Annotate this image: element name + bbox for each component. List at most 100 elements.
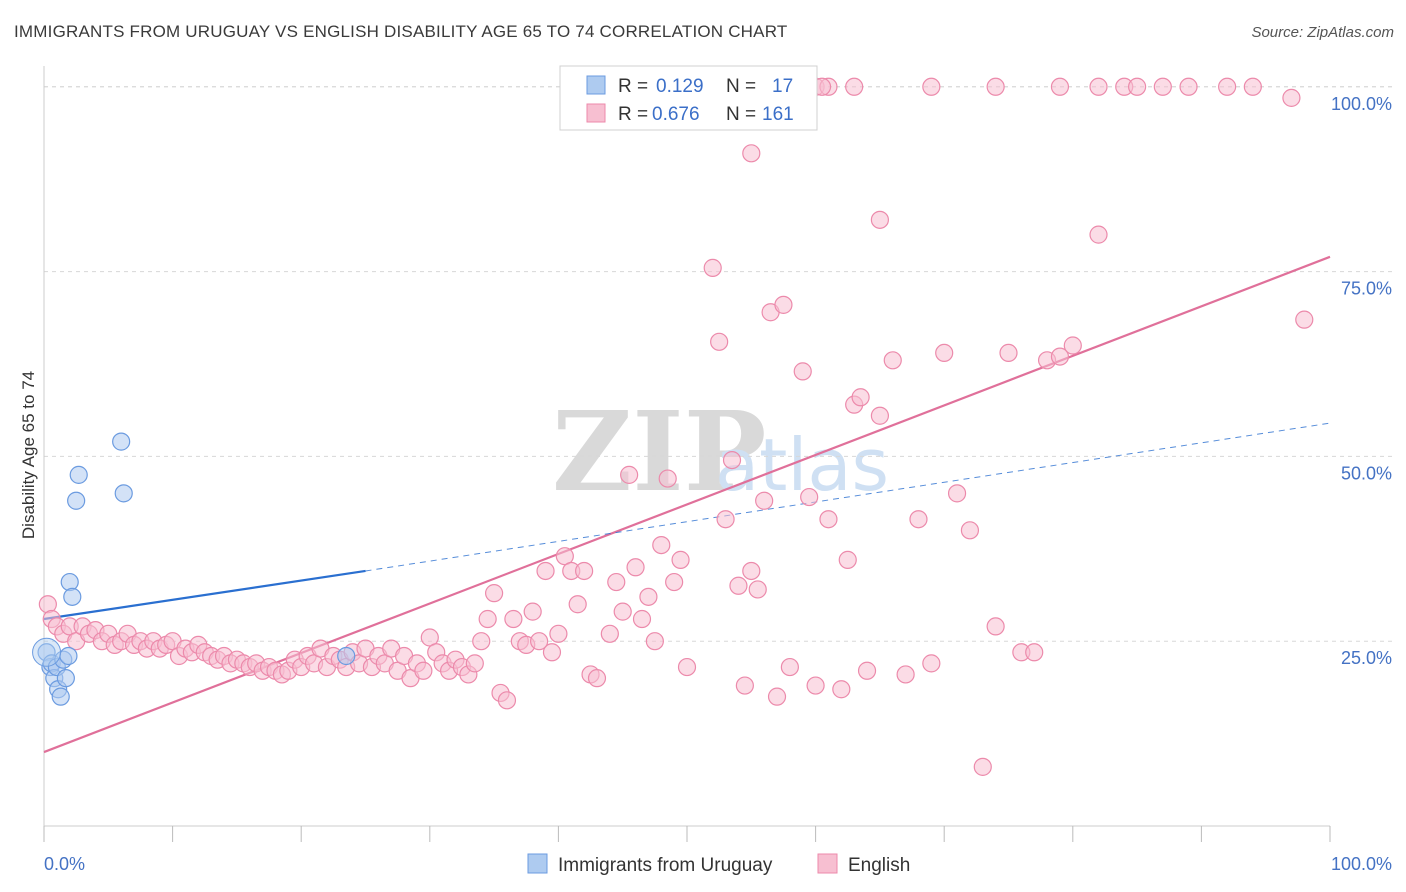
trend-lines bbox=[43, 255, 1331, 754]
point-english bbox=[986, 617, 1005, 636]
point-uruguay bbox=[63, 587, 82, 606]
point-english bbox=[922, 654, 941, 673]
point-english bbox=[523, 602, 542, 621]
y-tick-label: 25.0% bbox=[1341, 648, 1392, 668]
point-uruguay bbox=[112, 432, 131, 451]
point-english bbox=[504, 609, 523, 629]
point-english bbox=[947, 484, 967, 503]
point-uruguay bbox=[60, 572, 79, 592]
legend-r-value: 0.129 bbox=[656, 76, 704, 97]
y-tick-label: 100.0% bbox=[1331, 94, 1392, 114]
point-english bbox=[632, 609, 652, 629]
point-english bbox=[999, 343, 1018, 363]
point-uruguay bbox=[56, 669, 75, 688]
point-english bbox=[568, 595, 587, 614]
y-tick-label: 75.0% bbox=[1341, 279, 1392, 299]
point-english bbox=[1050, 77, 1070, 96]
point-english bbox=[845, 77, 864, 96]
point-english bbox=[909, 510, 928, 529]
bottom-legend-swatch-uruguay bbox=[527, 853, 548, 874]
point-english bbox=[626, 558, 645, 577]
point-english bbox=[620, 465, 639, 484]
trend-line-uruguay bbox=[43, 569, 366, 621]
bottom-legend-swatch-english bbox=[817, 853, 838, 874]
point-english bbox=[658, 469, 677, 488]
point-english bbox=[896, 665, 915, 684]
point-english bbox=[497, 691, 517, 710]
legend-swatch-english bbox=[586, 103, 606, 123]
point-uruguay bbox=[59, 646, 78, 666]
grid bbox=[44, 86, 1392, 642]
point-english bbox=[1089, 77, 1108, 96]
bottom-legend-label-english: English bbox=[848, 855, 910, 876]
point-english bbox=[986, 77, 1005, 96]
legend: R = 0.129 N = 17 R = 0.676 N = 161 bbox=[559, 65, 818, 131]
point-english bbox=[549, 624, 568, 643]
chart-title: IMMIGRANTS FROM URUGUAY VS ENGLISH DISAB… bbox=[14, 22, 788, 41]
point-uruguay bbox=[51, 687, 70, 706]
point-english bbox=[922, 77, 941, 96]
point-english bbox=[838, 550, 857, 569]
point-english bbox=[742, 144, 761, 163]
point-english bbox=[472, 632, 491, 651]
point-english bbox=[665, 572, 684, 592]
point-english bbox=[1153, 77, 1172, 96]
point-english bbox=[774, 295, 793, 314]
point-english bbox=[542, 643, 562, 662]
point-english bbox=[960, 521, 980, 540]
point-english bbox=[587, 669, 607, 688]
point-english bbox=[722, 450, 742, 470]
point-english bbox=[1025, 643, 1044, 662]
point-english bbox=[613, 602, 632, 621]
point-uruguay bbox=[67, 491, 86, 510]
point-english bbox=[639, 587, 658, 606]
y-axis-title: Disability Age 65 to 74 bbox=[19, 371, 38, 539]
point-english bbox=[716, 510, 735, 529]
legend-r-label: R = bbox=[618, 76, 648, 97]
point-english bbox=[748, 580, 767, 599]
point-english bbox=[729, 576, 748, 595]
point-english bbox=[973, 757, 992, 776]
point-english bbox=[652, 535, 671, 555]
point-uruguay-large bbox=[32, 637, 62, 667]
point-english bbox=[800, 487, 819, 507]
y-tick-labels: 25.0% 50.0% 75.0% 100.0% bbox=[1331, 94, 1392, 668]
point-uruguay bbox=[337, 646, 356, 666]
point-english bbox=[806, 676, 825, 695]
trend-line-uruguay-extension bbox=[365, 422, 1331, 572]
legend-n-label: N = bbox=[726, 76, 756, 97]
trend-line-english bbox=[43, 255, 1331, 754]
x-tick-label: 100.0% bbox=[1331, 854, 1392, 874]
point-english bbox=[671, 550, 690, 569]
point-english bbox=[703, 258, 722, 277]
legend-r-value: 0.676 bbox=[652, 104, 700, 125]
bottom-legend: Immigrants from Uruguay English bbox=[527, 853, 910, 876]
point-english bbox=[1218, 77, 1237, 96]
x-tick-label: 0.0% bbox=[44, 854, 85, 874]
axes bbox=[43, 66, 1331, 842]
point-english bbox=[870, 406, 890, 425]
point-english bbox=[883, 351, 902, 370]
legend-n-label: N = bbox=[726, 104, 756, 125]
point-english bbox=[600, 624, 619, 643]
point-english bbox=[1063, 336, 1082, 355]
point-english bbox=[755, 491, 774, 510]
point-english bbox=[414, 661, 433, 680]
point-english bbox=[607, 572, 626, 592]
point-english bbox=[819, 510, 838, 529]
point-english bbox=[857, 661, 877, 680]
point-english bbox=[465, 654, 484, 673]
point-english bbox=[575, 561, 594, 581]
point-english bbox=[1179, 77, 1198, 96]
point-uruguay bbox=[69, 465, 88, 484]
legend-n-value: 161 bbox=[762, 104, 794, 125]
point-english bbox=[478, 609, 497, 629]
point-english bbox=[645, 632, 664, 651]
point-english bbox=[710, 332, 729, 351]
legend-swatch-uruguay bbox=[586, 75, 606, 95]
point-english bbox=[735, 676, 754, 695]
point-english bbox=[1243, 77, 1262, 96]
point-english bbox=[780, 657, 799, 677]
y-tick-label: 50.0% bbox=[1341, 463, 1392, 483]
